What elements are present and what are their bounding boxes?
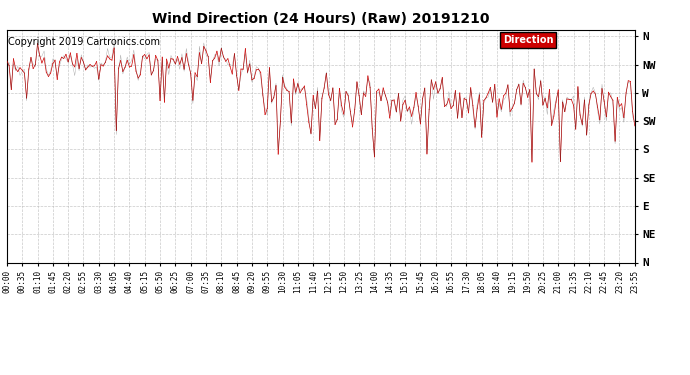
Text: Direction: Direction: [503, 34, 553, 45]
Text: Copyright 2019 Cartronics.com: Copyright 2019 Cartronics.com: [8, 37, 160, 47]
Title: Wind Direction (24 Hours) (Raw) 20191210: Wind Direction (24 Hours) (Raw) 20191210: [152, 12, 490, 26]
